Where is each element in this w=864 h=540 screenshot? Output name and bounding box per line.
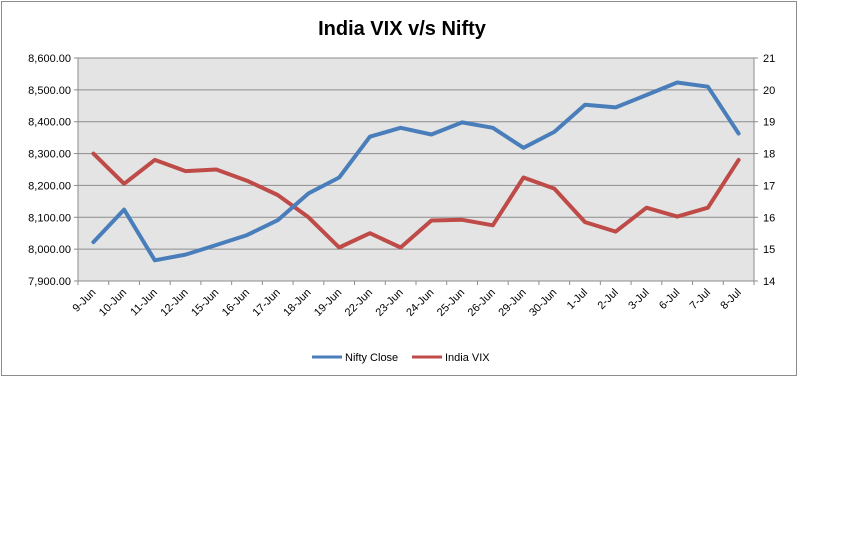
chart-frame: India VIX v/s Nifty 7,900.00 8,000.00 8,10… xyxy=(1,1,797,376)
left-axis-tick-label: 8,100.00 xyxy=(28,212,71,224)
x-axis-tick-label: 22-Jun xyxy=(343,287,375,319)
right-axis-tick-label: 15 xyxy=(763,244,775,256)
left-axis-tick-label: 8,200.00 xyxy=(28,180,71,192)
left-axis-tick-label: 8,000.00 xyxy=(28,244,71,256)
right-axis-tick-label: 14 xyxy=(763,276,775,288)
right-axis-tick-label: 16 xyxy=(763,212,775,224)
chart-svg: India VIX v/s Nifty 7,900.00 8,000.00 8,10… xyxy=(28,18,775,364)
left-axis-tick-label: 7,900.00 xyxy=(28,276,71,288)
x-axis-tick-label: 19-Jun xyxy=(312,287,344,319)
x-axis-tick-label: 12-Jun xyxy=(158,287,190,319)
x-axis-tick-label: 6-Jul xyxy=(657,287,682,312)
x-axis-tick-label: 17-Jun xyxy=(251,287,283,319)
right-axis-tick-label: 17 xyxy=(763,180,775,192)
x-axis-tick-label: 25-Jun xyxy=(435,287,467,319)
x-axis-tick-label: 1-Jul xyxy=(565,287,590,312)
right-axis-tick-label: 20 xyxy=(763,85,775,97)
x-axis-tick-label: 16-Jun xyxy=(220,287,252,319)
x-axis-tick-label: 24-Jun xyxy=(404,287,436,319)
x-axis-tick-label: 29-Jun xyxy=(496,287,528,319)
chart-title: India VIX v/s Nifty xyxy=(318,18,487,40)
legend: Nifty Close India VIX xyxy=(312,352,490,364)
right-axis-tick-label: 19 xyxy=(763,117,775,129)
left-axis-tick-label: 8,600.00 xyxy=(28,53,71,65)
x-axis-tick-label: 10-Jun xyxy=(97,287,129,319)
x-axis-tick-label: 30-Jun xyxy=(527,287,559,319)
x-axis-tick-label: 15-Jun xyxy=(189,287,221,319)
right-axis-tick-label: 21 xyxy=(763,53,775,65)
left-axis-tick-label: 8,300.00 xyxy=(28,149,71,161)
x-axis-tick-label: 9-Jun xyxy=(71,287,99,315)
series-line-india-vix xyxy=(91,151,741,250)
x-axis-tick-label: 26-Jun xyxy=(466,287,498,319)
left-axis-tick-label: 8,400.00 xyxy=(28,117,71,129)
x-axis-tick-label: 23-Jun xyxy=(373,287,405,319)
series-line-nifty-close xyxy=(91,80,741,263)
legend-label-nifty-close: Nifty Close xyxy=(345,352,398,364)
right-axis-tick-label: 18 xyxy=(763,149,775,161)
left-axis-tick-label: 8,500.00 xyxy=(28,85,71,97)
x-axis-tick-label: 2-Jul xyxy=(596,287,621,312)
x-axis-tick-label: 11-Jun xyxy=(128,287,160,319)
x-axis-tick-label: 8-Jul xyxy=(718,287,743,312)
x-axis-tick-label: 7-Jul xyxy=(688,287,713,312)
plot-area: 7,900.00 8,000.00 8,100.00 8,200.00 8,300.00… xyxy=(28,53,775,319)
x-axis-tick-label: 3-Jul xyxy=(626,287,651,312)
legend-label-india-vix: India VIX xyxy=(445,352,490,364)
x-axis-tick-label: 18-Jun xyxy=(281,287,313,319)
